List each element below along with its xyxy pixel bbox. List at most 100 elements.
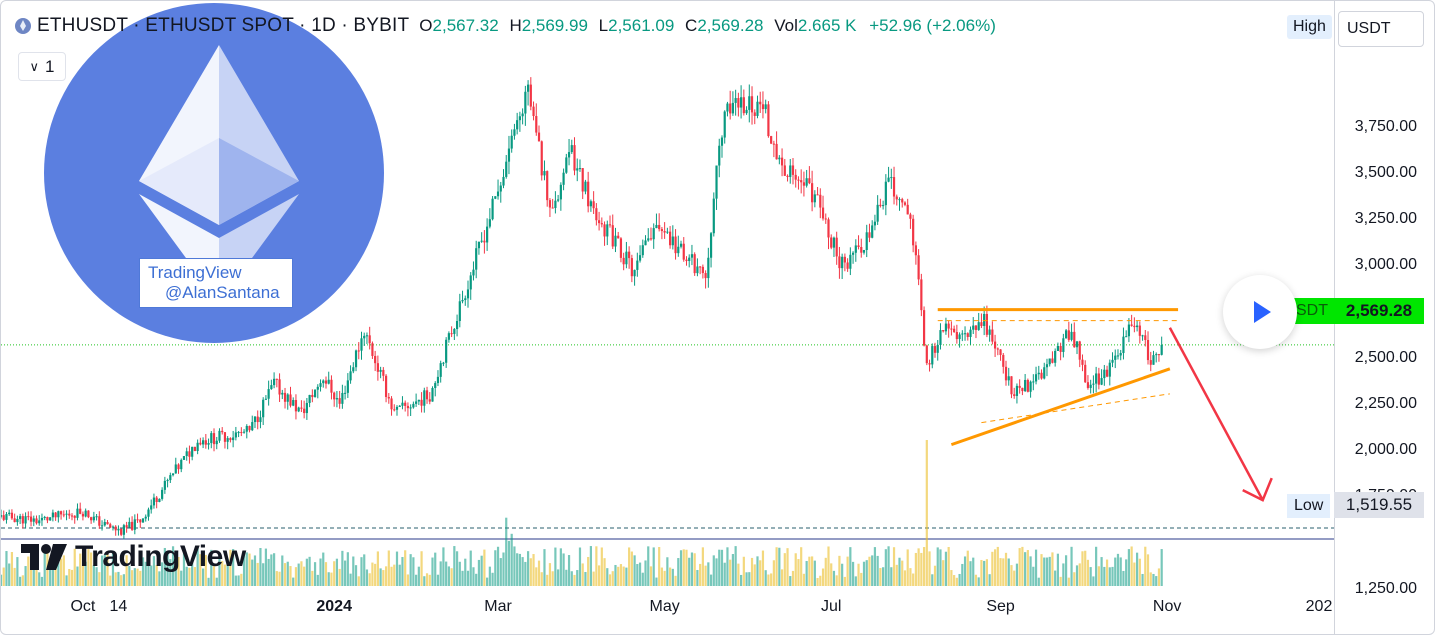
volume-bar <box>537 560 541 586</box>
candle-body <box>701 266 704 274</box>
high-tag: High <box>1287 15 1332 39</box>
candle-body <box>999 349 1002 355</box>
candle-body <box>248 425 251 431</box>
candle-body <box>379 369 382 372</box>
candle-body <box>983 313 986 326</box>
tradingview-logo[interactable]: TradingView <box>21 540 246 574</box>
volume-bar <box>1026 550 1029 586</box>
candle-body <box>647 238 650 241</box>
candle-body <box>453 329 456 334</box>
candle-body <box>942 330 945 332</box>
volume-bar <box>461 570 464 586</box>
candle-body <box>980 322 983 326</box>
candle-body <box>1067 330 1070 340</box>
candle-body <box>106 522 109 525</box>
volume-bar <box>658 547 661 586</box>
candle-body <box>925 345 928 364</box>
volume-bar <box>630 551 633 586</box>
volume-bar <box>778 547 781 586</box>
volume-bar <box>660 567 664 586</box>
volume-bar <box>2 567 5 586</box>
candle-body <box>439 363 442 377</box>
candle-body <box>1043 367 1046 379</box>
y-tick-label: 2,250.00 <box>1354 394 1417 412</box>
volume-bar <box>704 565 707 586</box>
candle-body <box>767 104 770 137</box>
volume-bar <box>54 563 57 586</box>
candle-body <box>914 245 917 256</box>
price-chart[interactable] <box>1 1 1334 634</box>
candle-body <box>950 328 953 330</box>
y-tick-label: 3,000.00 <box>1354 256 1417 274</box>
volume-bar <box>554 547 557 586</box>
volume-bar <box>354 565 358 586</box>
volume-bar <box>297 563 300 586</box>
candle-body <box>551 207 554 209</box>
candle-body <box>614 235 617 247</box>
volume-bar <box>892 547 896 586</box>
volume-bar <box>600 547 603 586</box>
candle-body <box>84 510 87 517</box>
candle-body <box>442 362 445 364</box>
volume-bar <box>10 552 14 586</box>
candle-body <box>1013 394 1016 396</box>
candle-body <box>1002 354 1005 367</box>
volume-bar <box>466 570 470 586</box>
candle-body <box>360 338 363 351</box>
candle-body <box>420 399 423 406</box>
volume-bar <box>1127 549 1131 586</box>
candle-body <box>196 442 199 452</box>
high-label: H <box>509 16 522 35</box>
candle-body <box>450 333 453 335</box>
candle-body <box>193 446 197 452</box>
candle-body <box>139 519 142 523</box>
volume-bar <box>953 575 956 586</box>
candle-body <box>1144 335 1147 340</box>
volume-bar <box>1078 563 1081 586</box>
candle-body <box>114 526 117 531</box>
volume-bar <box>887 546 890 586</box>
volume-bar <box>576 570 579 586</box>
candle-body <box>704 273 707 279</box>
volume-bar <box>1051 552 1054 586</box>
volume-bar <box>79 553 82 586</box>
candle-body <box>1056 346 1059 351</box>
candle-body <box>76 508 79 518</box>
volume-bar <box>729 559 732 586</box>
candle-body <box>502 176 505 186</box>
volume-bar <box>797 559 800 586</box>
candle-body <box>1138 325 1141 336</box>
candle-body <box>660 229 664 232</box>
candle-body <box>387 396 390 399</box>
candle-body <box>412 403 415 408</box>
candle-body <box>778 157 781 160</box>
legend-collapse-button[interactable]: ∨ 1 <box>18 52 66 81</box>
volume-bar <box>221 561 224 586</box>
candle-body <box>240 432 243 434</box>
candle-body <box>933 346 937 353</box>
volume-bar <box>1032 566 1035 586</box>
candle-body <box>253 416 257 423</box>
volume-bar <box>641 572 644 586</box>
volume-bar <box>223 564 227 586</box>
candle-body <box>210 433 213 444</box>
x-tick-label: Jul <box>820 598 842 615</box>
volume-bar <box>526 551 530 586</box>
candle-body <box>201 440 205 445</box>
candle-body <box>5 514 8 520</box>
volume-bar <box>27 556 30 586</box>
currency-selector[interactable]: USDT <box>1338 11 1424 47</box>
play-replay-button[interactable] <box>1223 275 1297 349</box>
candle-body <box>912 218 915 246</box>
candle-body <box>335 398 339 400</box>
candle-body <box>477 241 481 249</box>
candle-body <box>308 394 311 403</box>
symbol-title[interactable]: ETHUSDT · ETHUSDT SPOT · 1D · BYBIT <box>37 15 410 36</box>
x-tick-label: Mar <box>484 598 512 615</box>
candle-body <box>521 113 524 117</box>
volume-bar <box>100 555 104 586</box>
candle-body <box>928 363 931 365</box>
candle-body <box>584 181 587 192</box>
candle-body <box>436 376 440 384</box>
volume-bar <box>234 575 237 586</box>
